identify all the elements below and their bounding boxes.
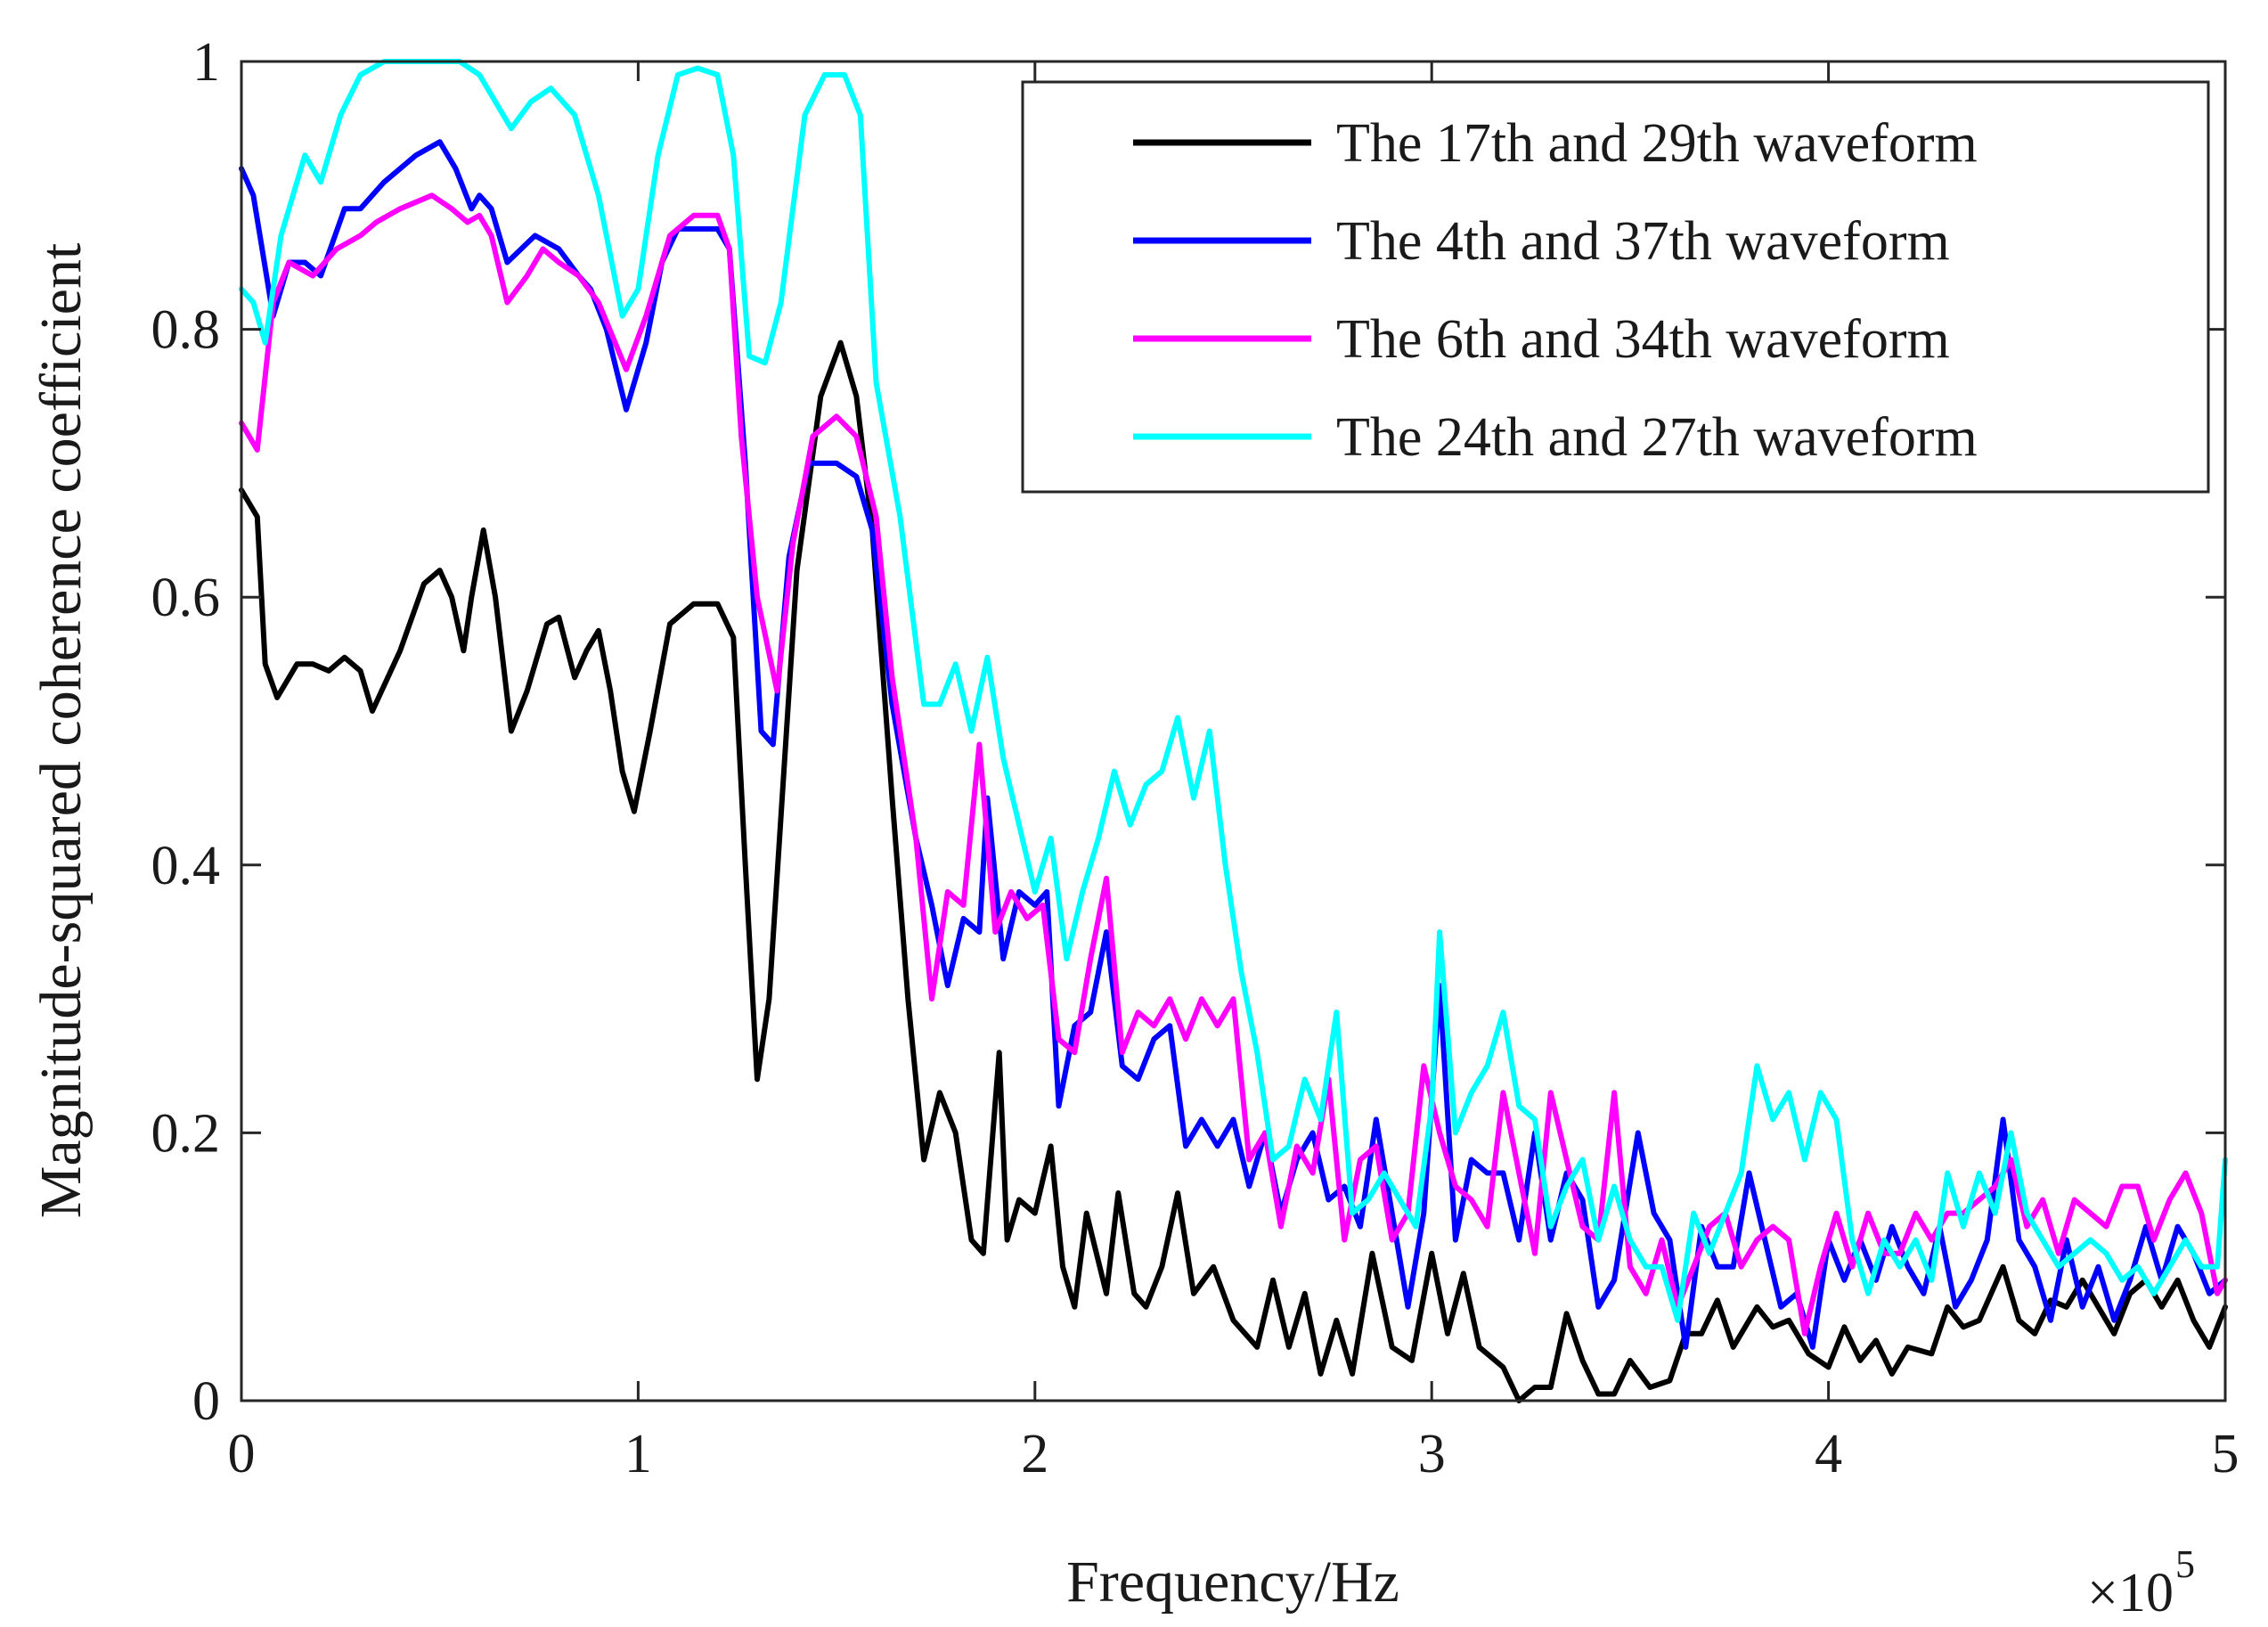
x-axis-title: Frequency/Hz — [1066, 1549, 1399, 1615]
y-tick-label: 0.8 — [151, 300, 221, 361]
y-tick-label: 1 — [192, 32, 220, 93]
legend-box — [1021, 80, 2210, 494]
axis-tick-labels: 0 1 2 3 4 5 0 0.2 0.4 0.6 0.8 1 — [151, 32, 2239, 1484]
legend-label-6th-34th: The 6th and 34th waveform — [1336, 309, 1950, 370]
y-tick-label: 0.6 — [151, 568, 221, 628]
x-axis-multiplier: ×10 — [2087, 1563, 2174, 1623]
y-tick-label: 0 — [192, 1371, 220, 1432]
x-tick-label: 4 — [1815, 1424, 1842, 1484]
y-tick-label: 0.4 — [151, 836, 221, 896]
legend-label-4th-37th: The 4th and 37th waveform — [1336, 211, 1950, 272]
y-axis-title: Magnitude-squared coherence coefficient — [29, 243, 94, 1219]
x-tick-label: 0 — [228, 1424, 256, 1484]
y-tick-label: 0.2 — [151, 1103, 221, 1164]
series-line-2 — [239, 192, 2228, 1337]
legend: The 17th and 29th waveform The 4th and 3… — [1021, 80, 2210, 494]
x-tick-label: 3 — [1418, 1424, 1446, 1484]
x-tick-label: 2 — [1021, 1424, 1048, 1484]
series-lines — [239, 59, 2228, 1403]
x-tick-label: 1 — [624, 1424, 652, 1484]
x-tick-label: 5 — [2212, 1424, 2239, 1484]
series-line-0 — [239, 339, 2228, 1403]
plot-frame — [240, 60, 2227, 1402]
legend-label-17th-29th: The 17th and 29th waveform — [1336, 113, 1978, 174]
axis-ticks — [240, 60, 2227, 1402]
legend-label-24th-27th: The 24th and 27th waveform — [1336, 407, 1978, 468]
x-axis-multiplier-exponent: 5 — [2175, 1542, 2195, 1586]
series-line-3 — [239, 59, 2228, 1323]
